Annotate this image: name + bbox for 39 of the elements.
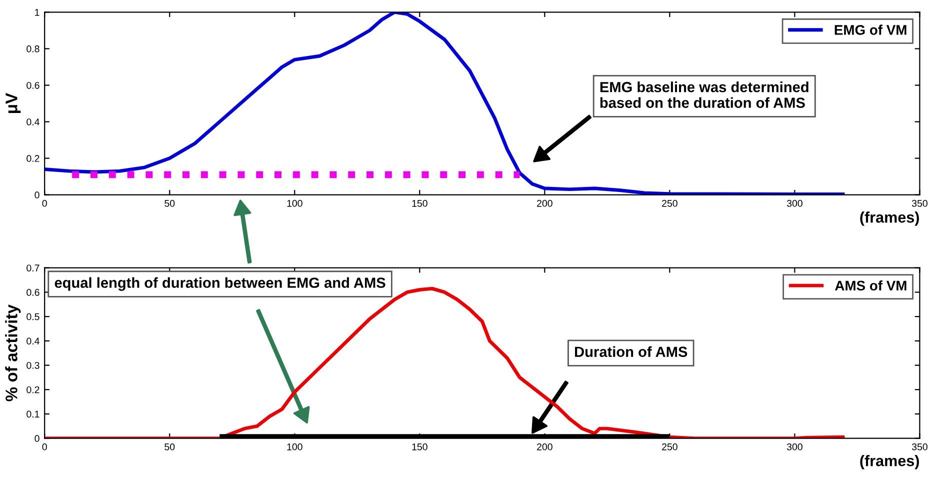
x-tick-label: 150 xyxy=(412,200,428,207)
x-tick-label: 100 xyxy=(287,443,302,450)
y-axis-title: % of activity xyxy=(5,304,21,402)
y-tick-label: 0.6 xyxy=(26,288,40,296)
x-tick-label: 50 xyxy=(164,200,175,207)
annotation: Duration of AMS xyxy=(575,346,688,357)
y-axis-title: μV xyxy=(6,92,21,113)
y-tick-label: 0.8 xyxy=(26,45,40,52)
legend-label: AMS of VM xyxy=(835,280,906,291)
x-tick-label: 350 xyxy=(912,443,928,450)
y-tick-label: 0.2 xyxy=(26,386,40,394)
x-tick-label: 150 xyxy=(412,443,428,450)
x-tick-label: 0 xyxy=(42,200,47,207)
x-tick-label: 350 xyxy=(912,200,928,207)
x-tick-label: 0 xyxy=(42,443,47,450)
y-tick-label: 0.2 xyxy=(26,155,40,162)
annotation: equal length of duration between EMG and AMS xyxy=(54,277,386,291)
x-tick-label: 250 xyxy=(662,200,678,207)
y-tick-label: 0.5 xyxy=(26,313,40,320)
x-tick-label: 200 xyxy=(537,443,552,450)
x-tick-label: 50 xyxy=(164,443,175,450)
x-axis-title: (frames) xyxy=(860,455,919,470)
y-tick-label: 0.4 xyxy=(26,338,40,345)
y-tick-label: 0.7 xyxy=(26,264,40,272)
x-tick-label: 100 xyxy=(287,200,302,207)
annotation: EMG baseline was determined based on the duration of AMS xyxy=(600,82,808,108)
legend-label: EMG of VM xyxy=(834,24,906,35)
x-axis-title: (frames) xyxy=(860,212,919,226)
y-tick-label: 0.4 xyxy=(26,118,40,126)
y-tick-label: 0.1 xyxy=(26,410,40,418)
x-tick-label: 250 xyxy=(662,443,678,450)
x-tick-label: 200 xyxy=(537,200,552,207)
y-tick-label: 0 xyxy=(34,435,40,442)
y-tick-label: 1 xyxy=(35,9,40,16)
x-tick-label: 300 xyxy=(786,200,802,207)
y-tick-label: 0 xyxy=(34,192,40,198)
x-tick-label: 300 xyxy=(786,443,802,450)
y-tick-label: 0.3 xyxy=(26,362,40,369)
y-tick-label: 0.6 xyxy=(26,82,40,89)
